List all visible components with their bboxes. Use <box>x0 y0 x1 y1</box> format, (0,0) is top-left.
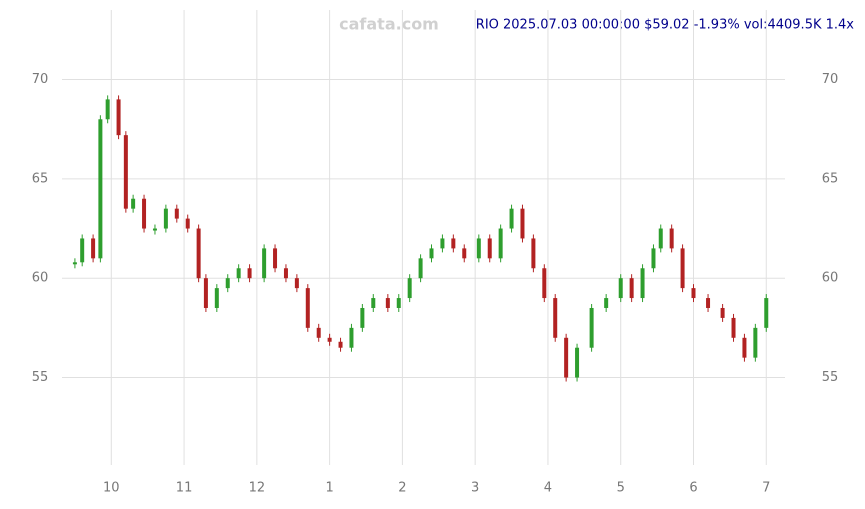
chart-title: RIO 2025.07.03 00:00:00 $59.02 -1.93% vo… <box>476 18 855 33</box>
candle <box>91 238 96 259</box>
y-tick-label: 70 <box>32 72 49 87</box>
candle <box>691 288 696 299</box>
candle <box>360 307 365 328</box>
x-tick-label: 2 <box>398 481 406 496</box>
candle <box>196 228 201 279</box>
candle <box>174 208 179 219</box>
candle <box>669 228 674 249</box>
x-tick-label: 6 <box>689 481 697 496</box>
watermark: cafata.com <box>339 15 439 34</box>
candle <box>429 248 434 259</box>
x-tick-label: 3 <box>471 481 479 496</box>
candle <box>80 238 85 263</box>
candle <box>498 228 503 259</box>
x-tick-label: 4 <box>544 481 552 496</box>
candle <box>203 278 208 308</box>
candle <box>294 278 299 289</box>
candle <box>273 248 278 269</box>
candle <box>564 337 569 378</box>
candle <box>706 298 711 308</box>
candle <box>651 248 656 269</box>
candle <box>72 262 77 265</box>
candle <box>753 327 758 358</box>
x-tick-label: 7 <box>762 481 770 496</box>
candle <box>731 317 736 338</box>
candle <box>487 238 492 259</box>
y-tick-label-right: 65 <box>822 171 839 186</box>
candle <box>349 327 354 348</box>
x-tick-label: 10 <box>103 481 120 496</box>
candle <box>418 258 423 279</box>
candle <box>542 268 547 299</box>
y-tick-label-right: 60 <box>822 271 839 286</box>
candle <box>451 238 456 249</box>
x-tick-label: 5 <box>617 481 625 496</box>
candle <box>152 228 157 231</box>
candle <box>214 288 219 308</box>
candle <box>531 238 536 269</box>
x-tick-label: 1 <box>325 481 333 496</box>
candle <box>640 268 645 299</box>
candle <box>509 208 514 229</box>
candle <box>105 99 110 120</box>
candle <box>553 298 558 338</box>
candle <box>283 268 288 279</box>
candle <box>680 248 685 289</box>
candle <box>396 298 401 308</box>
candle <box>629 278 634 299</box>
candle <box>225 278 230 289</box>
x-tick-label: 12 <box>249 481 266 496</box>
candle <box>236 268 241 279</box>
candle <box>116 99 121 136</box>
y-tick-label: 65 <box>32 171 49 186</box>
candle <box>589 307 594 348</box>
candle <box>658 228 663 249</box>
candle <box>476 238 481 259</box>
candle <box>575 347 580 378</box>
candle <box>385 298 390 308</box>
y-tick-label: 55 <box>32 370 49 385</box>
candle <box>371 298 376 308</box>
candle <box>131 198 136 209</box>
candle <box>123 135 128 209</box>
candle <box>520 208 525 239</box>
candle <box>618 278 623 299</box>
y-tick-label-right: 55 <box>822 370 839 385</box>
candle <box>462 248 467 259</box>
candle <box>327 337 332 342</box>
candle <box>142 198 147 229</box>
candle <box>338 341 343 348</box>
candle <box>185 218 190 229</box>
candle <box>316 327 321 338</box>
candle <box>764 298 769 328</box>
candle <box>720 307 725 318</box>
y-tick-label: 60 <box>32 271 49 286</box>
candle <box>305 288 310 328</box>
candle <box>247 268 252 279</box>
candle <box>742 337 747 358</box>
y-tick-label-right: 70 <box>822 72 839 87</box>
candle <box>163 208 168 229</box>
x-tick-label: 11 <box>176 481 193 496</box>
candle <box>440 238 445 249</box>
candle <box>262 248 267 279</box>
candle <box>98 119 103 259</box>
candle <box>407 278 412 299</box>
candle <box>604 298 609 308</box>
